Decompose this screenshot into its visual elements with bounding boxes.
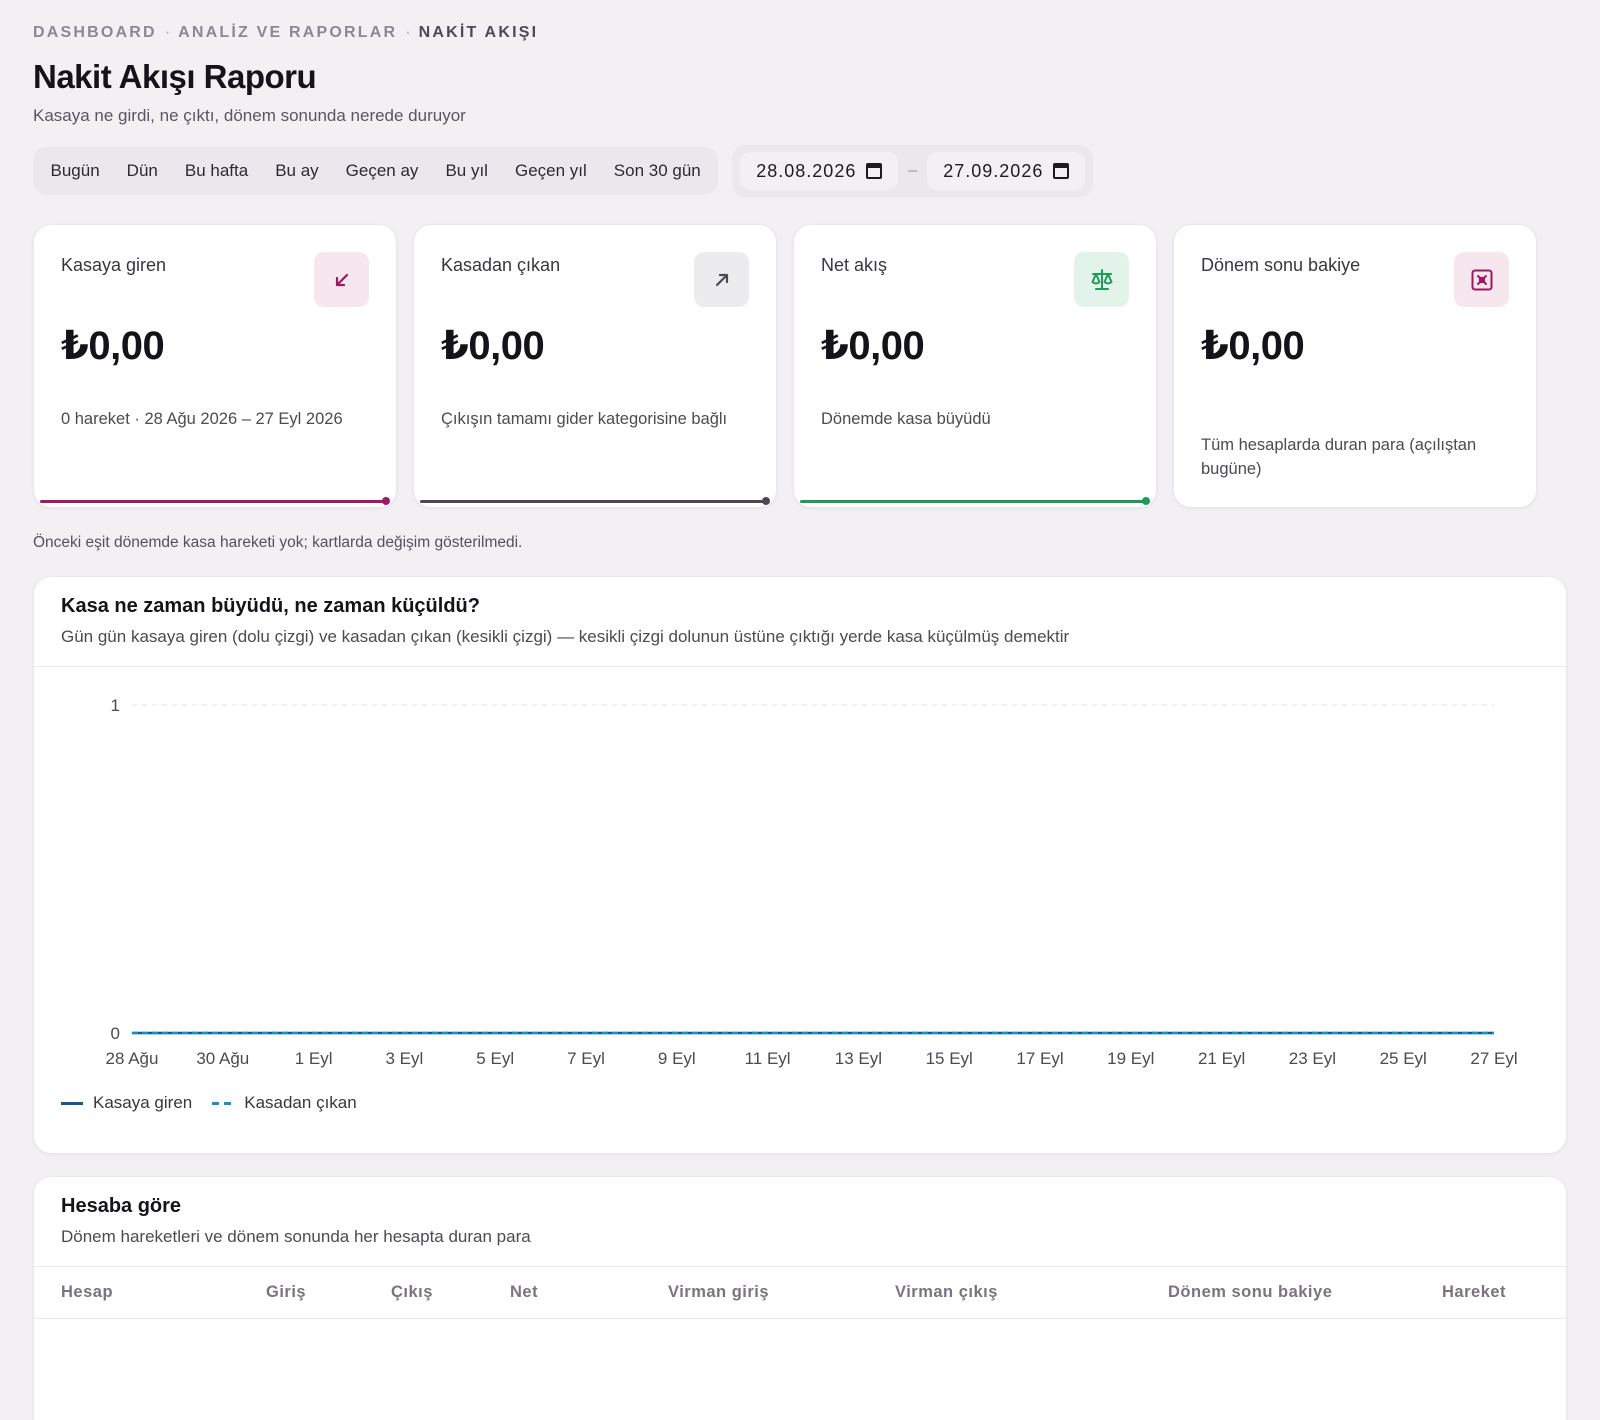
x-tick-label: 19 Eyl xyxy=(1107,1049,1154,1068)
x-tick-label: 27 Eyl xyxy=(1470,1049,1517,1068)
x-tick-label: 28 Ağu xyxy=(106,1049,159,1068)
x-tick-label: 30 Ağu xyxy=(196,1049,249,1068)
legend-item-cash-in[interactable]: Kasaya giren xyxy=(61,1093,192,1113)
kpi-description: Dönemde kasa büyüdü xyxy=(821,410,991,428)
chart-panel-header: Kasa ne zaman büyüdü, ne zaman küçüldü? … xyxy=(34,577,1566,667)
table-header-row: Hesap Giriş Çıkış Net Virman giriş Virma… xyxy=(34,1267,1566,1319)
kpi-description: Tüm hesaplarda duran para (açılıştan bug… xyxy=(1201,436,1477,478)
x-tick-label: 21 Eyl xyxy=(1198,1049,1245,1068)
kpi-description: 0 hareket · 28 Ağu 2026 – 27 Eyl 2026 xyxy=(61,410,343,428)
x-tick-label: 25 Eyl xyxy=(1380,1049,1427,1068)
legend-label: Kasadan çıkan xyxy=(244,1093,357,1112)
date-range-separator: – xyxy=(908,162,918,179)
kpi-value: ₺0,00 xyxy=(821,324,925,368)
x-tick-label: 1 Eyl xyxy=(295,1049,333,1068)
x-tick-label: 9 Eyl xyxy=(658,1049,696,1068)
kpi-card-cash-in: Kasaya giren ₺0,00 0 hareket · 28 Ağu 20… xyxy=(33,224,397,508)
chart-legend: Kasaya giren Kasadan çıkan xyxy=(61,1093,357,1113)
chart-area: 0 1 28 Ağu 30 Ağu 1 Eyl 3 Eyl 5 Eyl 7 Eyl 9 Eyl 1… xyxy=(34,667,1566,1153)
arrow-up-right-icon xyxy=(694,252,749,307)
kpi-row: Kasaya giren ₺0,00 0 hareket · 28 Ağu 20… xyxy=(33,224,1567,508)
y-tick-label: 0 xyxy=(111,1024,120,1043)
kpi-value: ₺0,00 xyxy=(61,324,165,368)
legend-swatch-solid xyxy=(61,1101,83,1105)
preset-this-year-button[interactable]: Bu yıl xyxy=(445,161,488,180)
legend-swatch-dashed xyxy=(212,1101,235,1105)
kpi-card-cash-out: Kasadan çıkan ₺0,00 Çıkışın tamamı gider… xyxy=(413,224,777,508)
table-panel-subtitle: Dönem hareketleri ve dönem sonunda her h… xyxy=(61,1227,531,1246)
x-tick-label: 23 Eyl xyxy=(1289,1049,1336,1068)
table-panel-header: Hesaba göre Dönem hareketleri ve dönem s… xyxy=(34,1177,1566,1267)
column-header-transfer-in[interactable]: Virman giriş xyxy=(668,1283,770,1301)
date-range-picker: 28.08.2026 – 27.09.2026 xyxy=(732,145,1094,197)
kpi-accent-dot xyxy=(1142,497,1150,505)
kpi-accent-bar xyxy=(800,500,1146,503)
kpi-card-net-flow: Net akış ₺0,00 Dönemde kasa büyüdü xyxy=(793,224,1157,508)
date-preset-group: Bugün Dün Bu hafta Bu ay Geçen ay Bu yıl… xyxy=(33,147,719,195)
breadcrumb-separator: · xyxy=(405,24,411,41)
cash-flow-chart-panel: Kasa ne zaman büyüdü, ne zaman küçüldü? … xyxy=(33,576,1567,1154)
legend-label: Kasaya giren xyxy=(93,1093,193,1112)
kpi-label: Net akış xyxy=(821,255,888,275)
chart-panel-title: Kasa ne zaman büyüdü, ne zaman küçüldü? xyxy=(61,595,480,617)
breadcrumb: DASHBOARD · ANALİZ VE RAPORLAR · NAKİT A… xyxy=(33,22,1567,44)
kpi-label: Kasadan çıkan xyxy=(441,255,561,275)
x-tick-label: 15 Eyl xyxy=(926,1049,973,1068)
breadcrumb-item-analytics[interactable]: ANALİZ VE RAPORLAR xyxy=(178,24,398,41)
breadcrumb-item-current: NAKİT AKIŞI xyxy=(418,24,539,41)
cash-flow-line-chart: 0 1 28 Ağu 30 Ağu 1 Eyl 3 Eyl 5 Eyl 7 Eyl 9 Eyl 1… xyxy=(106,696,1518,1068)
preset-last-year-button[interactable]: Geçen yıl xyxy=(514,161,587,180)
end-date-value: 27.09.2026 xyxy=(943,160,1044,181)
chart-panel-subtitle: Gün gün kasaya giren (dolu çizgi) ve kas… xyxy=(61,627,1070,646)
column-header-in[interactable]: Giriş xyxy=(266,1283,307,1301)
kpi-accent-bar xyxy=(420,500,766,503)
column-header-out[interactable]: Çıkış xyxy=(391,1283,433,1301)
start-date-input[interactable]: 28.08.2026 xyxy=(740,152,899,190)
column-header-transactions[interactable]: Hareket xyxy=(1442,1283,1507,1301)
safe-box-icon xyxy=(1454,252,1509,307)
page-subtitle: Kasaya ne girdi, ne çıktı, dönem sonunda… xyxy=(33,106,466,125)
x-tick-label: 5 Eyl xyxy=(476,1049,514,1068)
x-tick-label: 11 Eyl xyxy=(745,1049,791,1068)
column-header-net[interactable]: Net xyxy=(510,1283,539,1301)
column-header-transfer-out[interactable]: Virman çıkış xyxy=(895,1283,998,1301)
kpi-accent-dot xyxy=(762,497,770,505)
x-tick-label: 13 Eyl xyxy=(835,1049,882,1068)
kpi-value: ₺0,00 xyxy=(1201,324,1305,368)
table-panel-title: Hesaba göre xyxy=(61,1195,182,1217)
account-table-panel: Hesaba göre Dönem hareketleri ve dönem s… xyxy=(33,1176,1567,1420)
x-tick-label: 17 Eyl xyxy=(1016,1049,1063,1068)
preset-yesterday-button[interactable]: Dün xyxy=(126,161,158,180)
comparison-note: Önceki eşit dönemde kasa hareketi yok; k… xyxy=(33,534,523,551)
column-header-account[interactable]: Hesap xyxy=(61,1283,114,1301)
breadcrumb-separator: · xyxy=(164,24,171,41)
end-date-input[interactable]: 27.09.2026 xyxy=(927,152,1086,190)
preset-this-week-button[interactable]: Bu hafta xyxy=(184,161,249,180)
preset-today-button[interactable]: Bugün xyxy=(50,161,100,180)
kpi-value: ₺0,00 xyxy=(441,324,545,368)
arrow-down-left-icon xyxy=(314,252,369,307)
y-tick-label: 1 xyxy=(111,696,120,715)
kpi-accent-dot xyxy=(382,497,390,505)
kpi-label: Kasaya giren xyxy=(61,255,167,275)
page-title: Nakit Akışı Raporu xyxy=(33,58,317,95)
calendar-icon[interactable] xyxy=(1053,163,1070,179)
preset-this-month-button[interactable]: Bu ay xyxy=(275,161,319,180)
kpi-label: Dönem sonu bakiye xyxy=(1201,255,1361,275)
start-date-value: 28.08.2026 xyxy=(756,160,857,181)
filter-row: Bugün Dün Bu hafta Bu ay Geçen ay Bu yıl… xyxy=(33,145,1567,197)
column-header-ending-balance[interactable]: Dönem sonu bakiye xyxy=(1168,1283,1333,1301)
x-tick-label: 7 Eyl xyxy=(567,1049,605,1068)
kpi-description: Çıkışın tamamı gider kategorisine bağlı xyxy=(441,410,728,428)
kpi-card-ending-balance: Dönem sonu bakiye ₺0,00 Tüm hesaplarda d… xyxy=(1173,224,1537,508)
kpi-accent-bar xyxy=(40,500,386,503)
legend-item-cash-out[interactable]: Kasadan çıkan xyxy=(212,1093,357,1113)
x-tick-label: 3 Eyl xyxy=(386,1049,424,1068)
scale-icon xyxy=(1074,252,1129,307)
calendar-icon[interactable] xyxy=(866,163,883,179)
preset-last-30-days-button[interactable]: Son 30 gün xyxy=(613,161,701,180)
preset-last-month-button[interactable]: Geçen ay xyxy=(345,161,419,180)
breadcrumb-item-dashboard[interactable]: DASHBOARD xyxy=(33,24,157,41)
